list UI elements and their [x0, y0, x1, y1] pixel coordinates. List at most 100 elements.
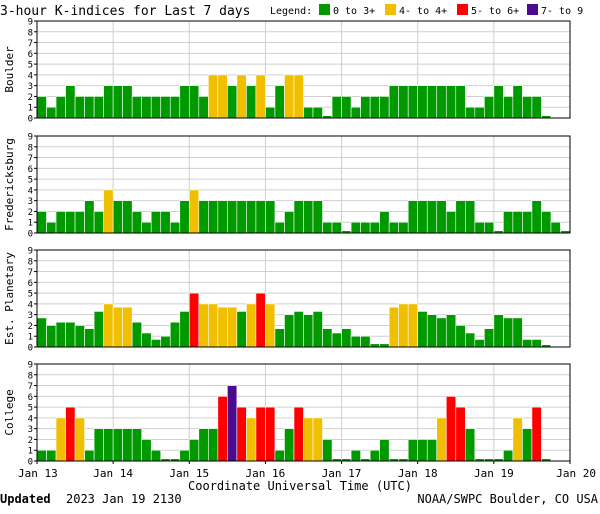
- kindex-bar: [84, 200, 95, 234]
- kindex-bar: [303, 106, 314, 119]
- kindex-bar: [46, 449, 57, 462]
- y-tick-label: 5: [28, 290, 33, 300]
- legend-swatch: [319, 4, 330, 15]
- y-tick-label: 3: [28, 82, 33, 92]
- kindex-bar: [493, 85, 504, 119]
- kindex-bar: [36, 96, 47, 119]
- kindex-bar: [150, 96, 162, 119]
- station-label: Boulder: [3, 46, 16, 93]
- kindex-bar: [55, 96, 66, 119]
- y-tick-label: 9: [28, 133, 33, 143]
- x-tick-label: Jan 17: [322, 467, 362, 480]
- kindex-bar: [236, 406, 247, 462]
- updated-value: 2023 Jan 19 2130: [66, 492, 182, 506]
- kindex-bar: [426, 439, 438, 462]
- kindex-bar: [350, 335, 361, 348]
- y-tick-label: 2: [28, 322, 33, 332]
- kindex-bar: [188, 439, 200, 462]
- kindex-bar: [160, 211, 171, 234]
- kindex-bar: [417, 311, 428, 348]
- station-label: College: [3, 389, 16, 435]
- kindex-bar: [188, 189, 200, 234]
- kindex-bar: [494, 459, 503, 461]
- updated-label: Updated: [0, 492, 51, 506]
- y-tick-label: 0: [28, 115, 33, 125]
- x-tick-label: Jan 13: [18, 467, 58, 480]
- kindex-bar: [407, 200, 419, 234]
- kindex-bar: [227, 306, 238, 348]
- kindex-bar: [512, 85, 523, 119]
- y-tick-label: 5: [28, 61, 33, 71]
- kindex-bar: [55, 211, 66, 234]
- y-tick-label: 7: [28, 268, 33, 278]
- kindex-bar: [341, 328, 352, 348]
- kindex-bar: [455, 200, 466, 234]
- kindex-bar: [484, 221, 495, 234]
- kindex-bar: [474, 339, 485, 348]
- kindex-bar: [293, 406, 304, 462]
- kindex-bar: [265, 406, 276, 462]
- y-tick-label: 4: [28, 186, 33, 196]
- kindex-bar: [312, 417, 323, 462]
- kindex-bar: [122, 200, 133, 234]
- y-tick-label: 0: [28, 458, 33, 468]
- kindex-bar: [484, 96, 495, 119]
- kindex-bar: [255, 74, 266, 119]
- kindex-bar: [36, 449, 47, 462]
- kindex-bar: [426, 314, 438, 348]
- kindex-bar: [455, 85, 466, 119]
- kindex-bar: [522, 339, 533, 348]
- y-tick-label: 4: [28, 300, 33, 310]
- kindex-bar: [550, 221, 561, 234]
- station-label: Est. Planetary: [3, 252, 16, 345]
- kindex-bar: [322, 328, 333, 348]
- kindex-bar: [131, 321, 142, 348]
- y-tick-label: 3: [28, 197, 33, 207]
- kindex-bar: [474, 221, 485, 234]
- y-tick-label: 9: [28, 247, 33, 257]
- kindex-bar: [188, 292, 200, 348]
- kindex-bar: [122, 428, 133, 462]
- kindex-bar: [407, 303, 419, 348]
- kindex-bar: [246, 85, 257, 119]
- kindex-bar: [484, 459, 494, 461]
- kindex-bar: [293, 200, 304, 234]
- kindex-bar: [398, 85, 409, 119]
- kindex-bar: [312, 200, 323, 234]
- kindex-bar: [169, 321, 181, 348]
- kindex-bar: [246, 200, 257, 234]
- kindex-bar: [74, 325, 85, 348]
- kindex-bar: [208, 303, 219, 348]
- kindex-bar: [179, 449, 190, 462]
- legend-swatch: [385, 4, 396, 15]
- panel-frame: [36, 249, 571, 348]
- legend-entry: 0 to 3+: [333, 6, 375, 17]
- legend-entry: 4- to 4+: [399, 6, 447, 17]
- kindex-bar: [65, 85, 76, 119]
- kindex-bar: [236, 311, 247, 348]
- kindex-bar: [55, 321, 66, 348]
- y-tick-label: 6: [28, 393, 33, 403]
- kindex-bar: [379, 211, 390, 234]
- kindex-bar: [161, 459, 170, 461]
- y-tick-label: 5: [28, 176, 33, 186]
- kindex-bar: [274, 85, 285, 119]
- y-tick-label: 2: [28, 208, 33, 218]
- kindex-bar: [465, 200, 476, 234]
- kindex-bar: [141, 221, 152, 234]
- kindex-bar: [436, 85, 447, 119]
- kindex-bar: [503, 449, 514, 462]
- kindex-bar: [103, 189, 114, 234]
- kindex-bar: [150, 339, 162, 348]
- kindex-bar: [350, 106, 361, 119]
- kindex-bar: [474, 106, 485, 119]
- kindex-bar: [217, 306, 228, 348]
- kindex-bar: [398, 303, 409, 348]
- kindex-bar: [265, 200, 276, 234]
- kindex-bar: [112, 306, 123, 348]
- panel-frame: [36, 363, 571, 462]
- kindex-bar: [112, 428, 123, 462]
- kindex-bar: [55, 417, 66, 462]
- kindex-bar: [445, 314, 457, 348]
